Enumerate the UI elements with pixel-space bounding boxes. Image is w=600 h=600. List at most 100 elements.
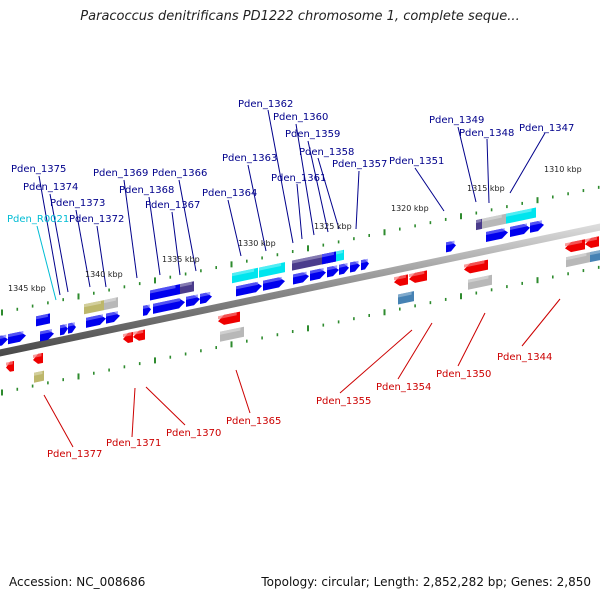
gene-label-pden-1347[interactable]: Pden_1347 — [519, 123, 574, 134]
gene-highlight — [310, 268, 324, 274]
gene-label-pden-1362[interactable]: Pden_1362 — [238, 99, 293, 110]
label-leader-line — [317, 157, 340, 230]
gene-label-pden-1360[interactable]: Pden_1360 — [273, 112, 328, 123]
gene-label-pden-1367[interactable]: Pden_1367 — [145, 200, 200, 211]
gene-glyph — [336, 249, 344, 262]
gene-label-pden-1365[interactable]: Pden_1365 — [226, 416, 281, 427]
label-leader-line — [509, 132, 546, 194]
gene-highlight — [259, 262, 282, 271]
gene-label-pden-1368[interactable]: Pden_1368 — [119, 185, 174, 196]
gene-label-pden-1349[interactable]: Pden_1349 — [429, 115, 484, 126]
kbp-tick-layer — [1, 185, 600, 396]
gene-label-pden-1354[interactable]: Pden_1354 — [376, 382, 431, 393]
gene-highlight — [361, 258, 368, 264]
label-leader-line — [227, 199, 242, 257]
label-leader-line — [247, 164, 267, 252]
gene-glyph — [310, 268, 326, 281]
gene-highlight — [33, 353, 42, 358]
gene-label-pden-1358[interactable]: Pden_1358 — [299, 147, 354, 158]
label-leader-line — [457, 312, 486, 367]
gene-glyph — [409, 270, 427, 283]
gene-highlight — [104, 297, 116, 304]
gene-highlight — [200, 291, 211, 297]
gene-label-pden-1357[interactable]: Pden_1357 — [332, 159, 387, 170]
kbp-label-1325: 1325 kbp — [314, 222, 352, 231]
gene-glyph — [339, 263, 349, 275]
gene-glyph — [446, 240, 456, 253]
gene-highlight — [322, 251, 334, 258]
gene-highlight — [60, 323, 67, 329]
gene-glyph — [263, 276, 285, 291]
gene-glyph — [186, 294, 200, 307]
gene-highlight — [232, 268, 255, 277]
label-leader-line — [397, 322, 433, 380]
gene-highlight — [86, 314, 103, 321]
label-leader-line — [131, 387, 136, 438]
gene-glyph — [106, 311, 120, 324]
gene-highlight — [510, 223, 527, 230]
gene-label-pden-1348[interactable]: Pden_1348 — [459, 128, 514, 139]
label-leader-line — [145, 386, 186, 426]
gene-highlight — [409, 270, 425, 278]
label-leader-line — [355, 170, 360, 230]
gene-label-pden-1355[interactable]: Pden_1355 — [316, 396, 371, 407]
gene-label-pden-1350[interactable]: Pden_1350 — [436, 369, 491, 380]
gene-glyph — [486, 228, 508, 242]
gene-glyph — [143, 304, 151, 316]
label-leader-line — [178, 179, 197, 272]
gene-glyph — [104, 297, 118, 311]
gene-highlight — [398, 291, 412, 298]
gene-label-pden-1366[interactable]: Pden_1366 — [152, 168, 207, 179]
gene-glyph — [398, 291, 414, 305]
gene-highlight — [218, 312, 237, 320]
gene-label-pden-1361[interactable]: Pden_1361 — [271, 173, 326, 184]
gene-label-pden-1364[interactable]: Pden_1364 — [202, 188, 257, 199]
gene-highlight — [236, 281, 259, 290]
gene-label-pden-1351[interactable]: Pden_1351 — [389, 156, 444, 167]
gene-highlight — [590, 250, 600, 256]
gene-glyph — [36, 313, 50, 327]
gene-label-pden-1372[interactable]: Pden_1372 — [69, 214, 124, 225]
gene-label-pden-1377[interactable]: Pden_1377 — [47, 449, 102, 460]
gene-glyph — [218, 311, 240, 325]
gene-label-pden-r0021[interactable]: Pden_R0021 — [7, 214, 69, 225]
label-leader-line — [49, 193, 69, 293]
label-leader-line — [457, 126, 477, 203]
gene-glyph — [153, 298, 185, 314]
gene-label-pden-1374[interactable]: Pden_1374 — [23, 182, 78, 193]
gene-glyph — [293, 271, 309, 285]
gene-highlight — [394, 274, 406, 281]
kbp-label-1345: 1345 kbp — [8, 284, 46, 293]
page-title: Paracoccus denitrificans PD1222 chromoso… — [80, 9, 520, 24]
gene-highlight — [0, 334, 7, 339]
gene-label-pden-1359[interactable]: Pden_1359 — [285, 129, 340, 140]
gene-label-pden-1371[interactable]: Pden_1371 — [106, 438, 161, 449]
label-leader-line — [38, 175, 61, 296]
gene-glyph — [220, 326, 244, 342]
label-leader-line — [235, 369, 251, 414]
gene-label-pden-1373[interactable]: Pden_1373 — [50, 198, 105, 209]
gene-label-pden-1344[interactable]: Pden_1344 — [497, 352, 552, 363]
gene-highlight — [84, 300, 101, 308]
gene-glyph — [8, 331, 26, 345]
gene-highlight — [446, 240, 455, 246]
label-leader-line — [307, 140, 329, 233]
gene-highlight — [506, 208, 532, 217]
gene-glyph — [133, 329, 145, 341]
gene-label-pden-1363[interactable]: Pden_1363 — [222, 153, 277, 164]
gene-glyph — [590, 250, 600, 263]
gene-highlight — [530, 220, 542, 226]
gene-label-pden-1369[interactable]: Pden_1369 — [93, 168, 148, 179]
gene-highlight — [293, 271, 307, 278]
gene-glyph — [0, 334, 8, 346]
label-leader-line — [96, 225, 107, 288]
gene-highlight — [565, 239, 582, 247]
gene-glyph — [123, 332, 133, 344]
gene-highlight — [220, 327, 241, 335]
kbp-label-1335: 1335 kbp — [162, 255, 200, 264]
gene-glyph — [259, 262, 285, 278]
gene-label-pden-1375[interactable]: Pden_1375 — [11, 164, 66, 175]
gene-label-pden-1370[interactable]: Pden_1370 — [166, 428, 221, 439]
gene-highlight — [468, 275, 489, 283]
